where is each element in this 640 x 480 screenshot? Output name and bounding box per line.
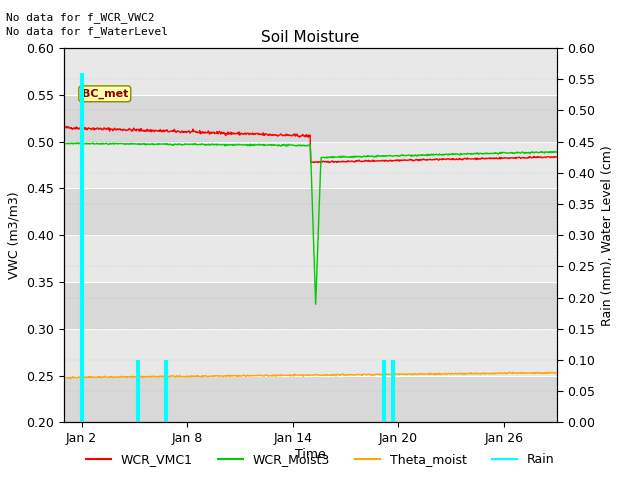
Bar xyxy=(64,329,557,375)
Bar xyxy=(64,95,557,142)
Bar xyxy=(64,48,557,95)
Bar xyxy=(64,375,557,422)
Text: No data for f_WCR_VWC2: No data for f_WCR_VWC2 xyxy=(6,12,155,23)
Bar xyxy=(64,282,557,329)
Bar xyxy=(64,235,557,282)
Y-axis label: VWC (m3/m3): VWC (m3/m3) xyxy=(8,192,20,279)
Legend: WCR_VMC1, WCR_Moist3, Theta_moist, Rain: WCR_VMC1, WCR_Moist3, Theta_moist, Rain xyxy=(81,448,559,471)
Text: BC_met: BC_met xyxy=(82,89,128,99)
Bar xyxy=(64,188,557,235)
Y-axis label: Rain (mm), Water Level (cm): Rain (mm), Water Level (cm) xyxy=(601,145,614,325)
X-axis label: Time: Time xyxy=(295,448,326,461)
Text: No data for f_WaterLevel: No data for f_WaterLevel xyxy=(6,26,168,37)
Bar xyxy=(64,142,557,188)
Title: Soil Moisture: Soil Moisture xyxy=(261,30,360,46)
